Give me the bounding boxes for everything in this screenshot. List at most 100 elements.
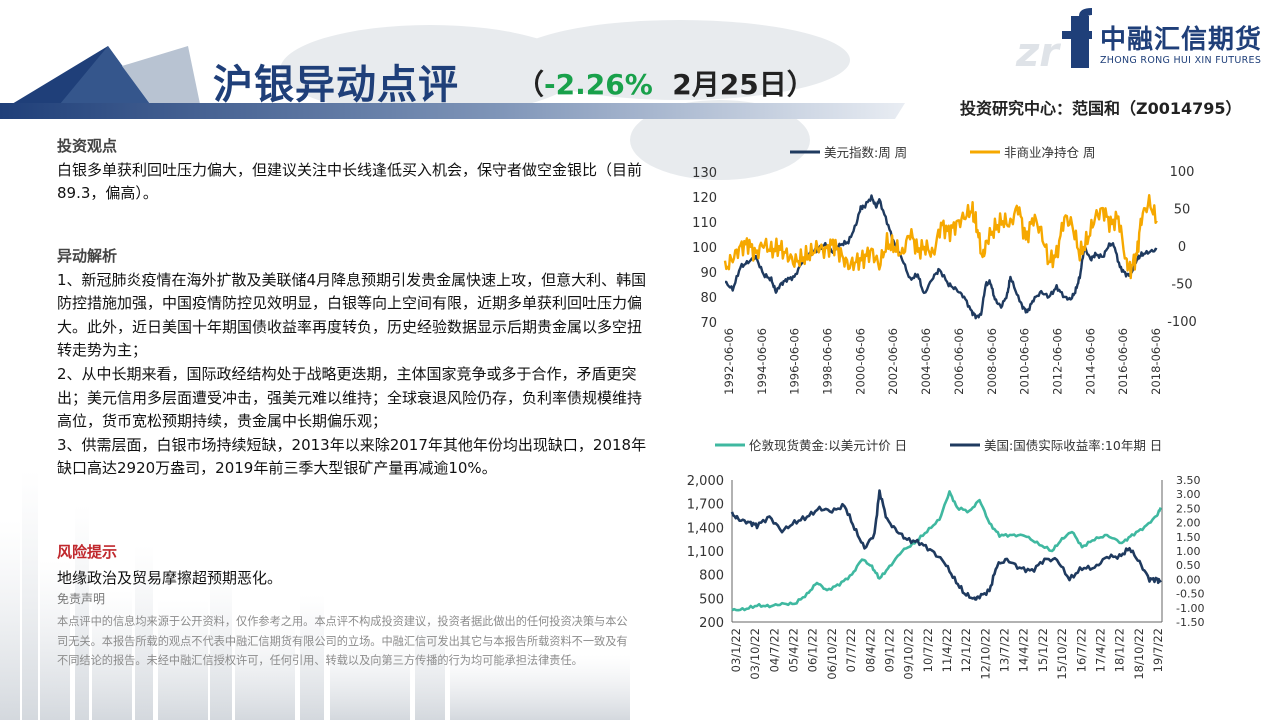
- x-tick-label: 19/7/22: [1151, 628, 1165, 672]
- analysis-point: 2、从中长期来看，国际政经结构处于战略更迭期，主体国家竞争或多于合作，矛盾更突出…: [57, 364, 643, 431]
- y-right-tick-label: -50: [1171, 278, 1192, 293]
- x-tick-label: 09/1/22: [882, 628, 896, 672]
- y-left-tick-label: 800: [699, 569, 724, 584]
- y-right-tick-label: 1.00: [1176, 545, 1201, 558]
- y-right-tick-label: 1.50: [1176, 531, 1201, 544]
- x-tick-label: 12/10/22: [978, 628, 992, 680]
- y-left-tick-label: 100: [692, 241, 717, 256]
- x-tick-label: 03/10/22: [748, 628, 762, 680]
- x-tick-label: 05/4/22: [787, 628, 801, 672]
- y-right-tick-label: 3.00: [1176, 488, 1201, 501]
- y-left-tick-label: 80: [700, 291, 717, 306]
- x-tick-label: 2018-06-06: [1149, 328, 1163, 395]
- y-left-tick-label: 110: [692, 216, 717, 231]
- x-tick-label: 15/1/22: [1036, 628, 1050, 672]
- y-right-tick-label: 0.50: [1176, 559, 1201, 572]
- header-triangle-mid: [60, 46, 150, 104]
- y-right-tick-label: 0: [1178, 240, 1186, 255]
- x-tick-label: 2008-06-06: [985, 328, 999, 395]
- research-center: 投资研究中心：范国和（Z0014795）: [960, 99, 1242, 118]
- x-tick-label: 2006-06-06: [952, 328, 966, 395]
- risk-text: 地缘政治及贸易摩擦超预期恶化。: [57, 569, 283, 587]
- view-text: 白银多单获利回吐压力偏大，但建议关注中长线逢低买入机会，保守者做空金银比（目前8…: [57, 160, 643, 203]
- chart-gold-real-yield: 伦敦现货黄金:以美元计价 日 美国:国债实际收益率:10年期 日 2,000 1,70…: [687, 438, 1205, 680]
- y-left-tick-label: 90: [700, 266, 717, 281]
- analysis-point: 3、供需层面，白银市场持续短缺，2013年以来除2017年其他年份均出现缺口，2…: [57, 435, 647, 478]
- y-right-tick-label: 3.50: [1176, 474, 1201, 487]
- x-tick-label: 16/7/22: [1074, 628, 1088, 672]
- analysis-section: 异动解析 1、新冠肺炎疫情在海外扩散及美联储4月降息预期引发贵金属快速上攻，但意…: [57, 245, 647, 481]
- x-tick-label: 1992-06-06: [722, 328, 736, 395]
- company-logo-mark: zr: [1015, 8, 1092, 76]
- x-tick-label: 06/1/22: [806, 628, 820, 672]
- x-tick-label: 2014-06-06: [1083, 328, 1097, 395]
- disclaimer-text: 本点评中的信息均来源于公开资料，仅作参考之用。本点评不构成投资建议，投资者据此做…: [57, 615, 628, 667]
- analysis-heading: 异动解析: [57, 247, 118, 265]
- x-tick-label: 2010-06-06: [1018, 328, 1032, 395]
- x-tick-label: 17/4/22: [1093, 628, 1107, 672]
- svg-text:zr: zr: [1015, 30, 1061, 76]
- title-change-date: （-2.26% 2月25日）: [516, 63, 815, 103]
- legend-label: 非商业净持仓 周: [1004, 145, 1095, 160]
- x-tick-label: 18/10/22: [1132, 628, 1146, 680]
- page-title: 沪银异动点评: [213, 62, 459, 108]
- x-tick-label: 10/7/22: [921, 628, 935, 672]
- x-tick-label: 2000-06-06: [853, 328, 867, 395]
- series-line: [723, 194, 1158, 280]
- company-logo-text: 中融汇信期货: [1100, 25, 1263, 55]
- y-left-tick-label: 130: [692, 166, 717, 181]
- x-tick-label: 1998-06-06: [821, 328, 835, 395]
- y-right-tick-label: 2.50: [1176, 502, 1201, 515]
- world-map-watermark: [280, 20, 850, 180]
- y-left-tick-label: 2,000: [687, 474, 724, 489]
- city-skyline-watermark: [0, 470, 630, 720]
- x-tick-label: 15/10/22: [1055, 628, 1069, 680]
- x-tick-label: 1996-06-06: [788, 328, 802, 395]
- series-line: [731, 490, 1162, 612]
- legend-label: 伦敦现货黄金:以美元计价 日: [749, 438, 907, 453]
- y-left-tick-label: 1,100: [687, 545, 724, 560]
- risk-heading: 风险提示: [57, 543, 118, 561]
- x-tick-label: 18/1/22: [1113, 628, 1127, 672]
- price-change: -2.26%: [544, 68, 653, 101]
- x-tick-label: 03/1/22: [729, 628, 743, 672]
- report-date: 2月25日）: [672, 68, 815, 101]
- x-tick-label: 2012-06-06: [1050, 328, 1064, 395]
- y-left-tick-label: 1,400: [687, 521, 724, 536]
- x-tick-label: 07/7/22: [844, 628, 858, 672]
- y-left-tick-label: 200: [699, 616, 724, 631]
- analysis-point: 1、新冠肺炎疫情在海外扩散及美联储4月降息预期引发贵金属快速上攻，但意大利、韩国…: [57, 270, 647, 360]
- y-left-tick-label: 120: [692, 191, 717, 206]
- x-tick-label: 04/7/22: [767, 628, 781, 672]
- y-right-tick-label: -1.00: [1176, 602, 1204, 615]
- title-paren-open: （: [516, 68, 545, 101]
- header-triangle-light: [122, 46, 200, 104]
- y-left-tick-label: 1,700: [687, 498, 724, 513]
- company-logo-en: ZHONG RONG HUI XIN FUTURES: [1100, 55, 1262, 66]
- series-line: [730, 489, 1162, 601]
- x-tick-label: 09/10/22: [902, 628, 916, 680]
- view-section: 投资观点 白银多单获利回吐压力偏大，但建议关注中长线逢低买入机会，保守者做空金银…: [57, 135, 647, 206]
- y-right-tick-label: -100: [1167, 315, 1197, 330]
- chart-usd-index-positions: 美元指数:周 周 非商业净持仓 周 130 120 110 100 90 80 70 100 50 0…: [692, 145, 1197, 395]
- x-tick-label: 2016-06-06: [1116, 328, 1130, 395]
- x-tick-label: 2002-06-06: [886, 328, 900, 395]
- y-right-tick-label: 50: [1174, 203, 1191, 218]
- y-right-tick-label: -0.50: [1176, 588, 1204, 601]
- y-left-tick-label: 500: [699, 592, 724, 607]
- x-tick-label: 1994-06-06: [755, 328, 769, 395]
- y-right-tick-label: 100: [1170, 165, 1195, 180]
- y-right-tick-label: -1.50: [1176, 616, 1204, 629]
- y-right-tick-label: 2.00: [1176, 517, 1201, 530]
- x-tick-label: 08/4/22: [863, 628, 877, 672]
- x-tick-label: 14/4/22: [1017, 628, 1031, 672]
- x-tick-label: 12/1/22: [959, 628, 973, 672]
- x-tick-label: 11/4/22: [940, 628, 954, 672]
- disclaimer-heading: 免责声明: [57, 592, 106, 606]
- x-tick-label: 2004-06-06: [919, 328, 933, 395]
- legend-label: 美元指数:周 周: [824, 145, 907, 160]
- x-tick-label: 06/10/22: [825, 628, 839, 680]
- view-heading: 投资观点: [57, 137, 118, 155]
- header-band: [0, 103, 905, 119]
